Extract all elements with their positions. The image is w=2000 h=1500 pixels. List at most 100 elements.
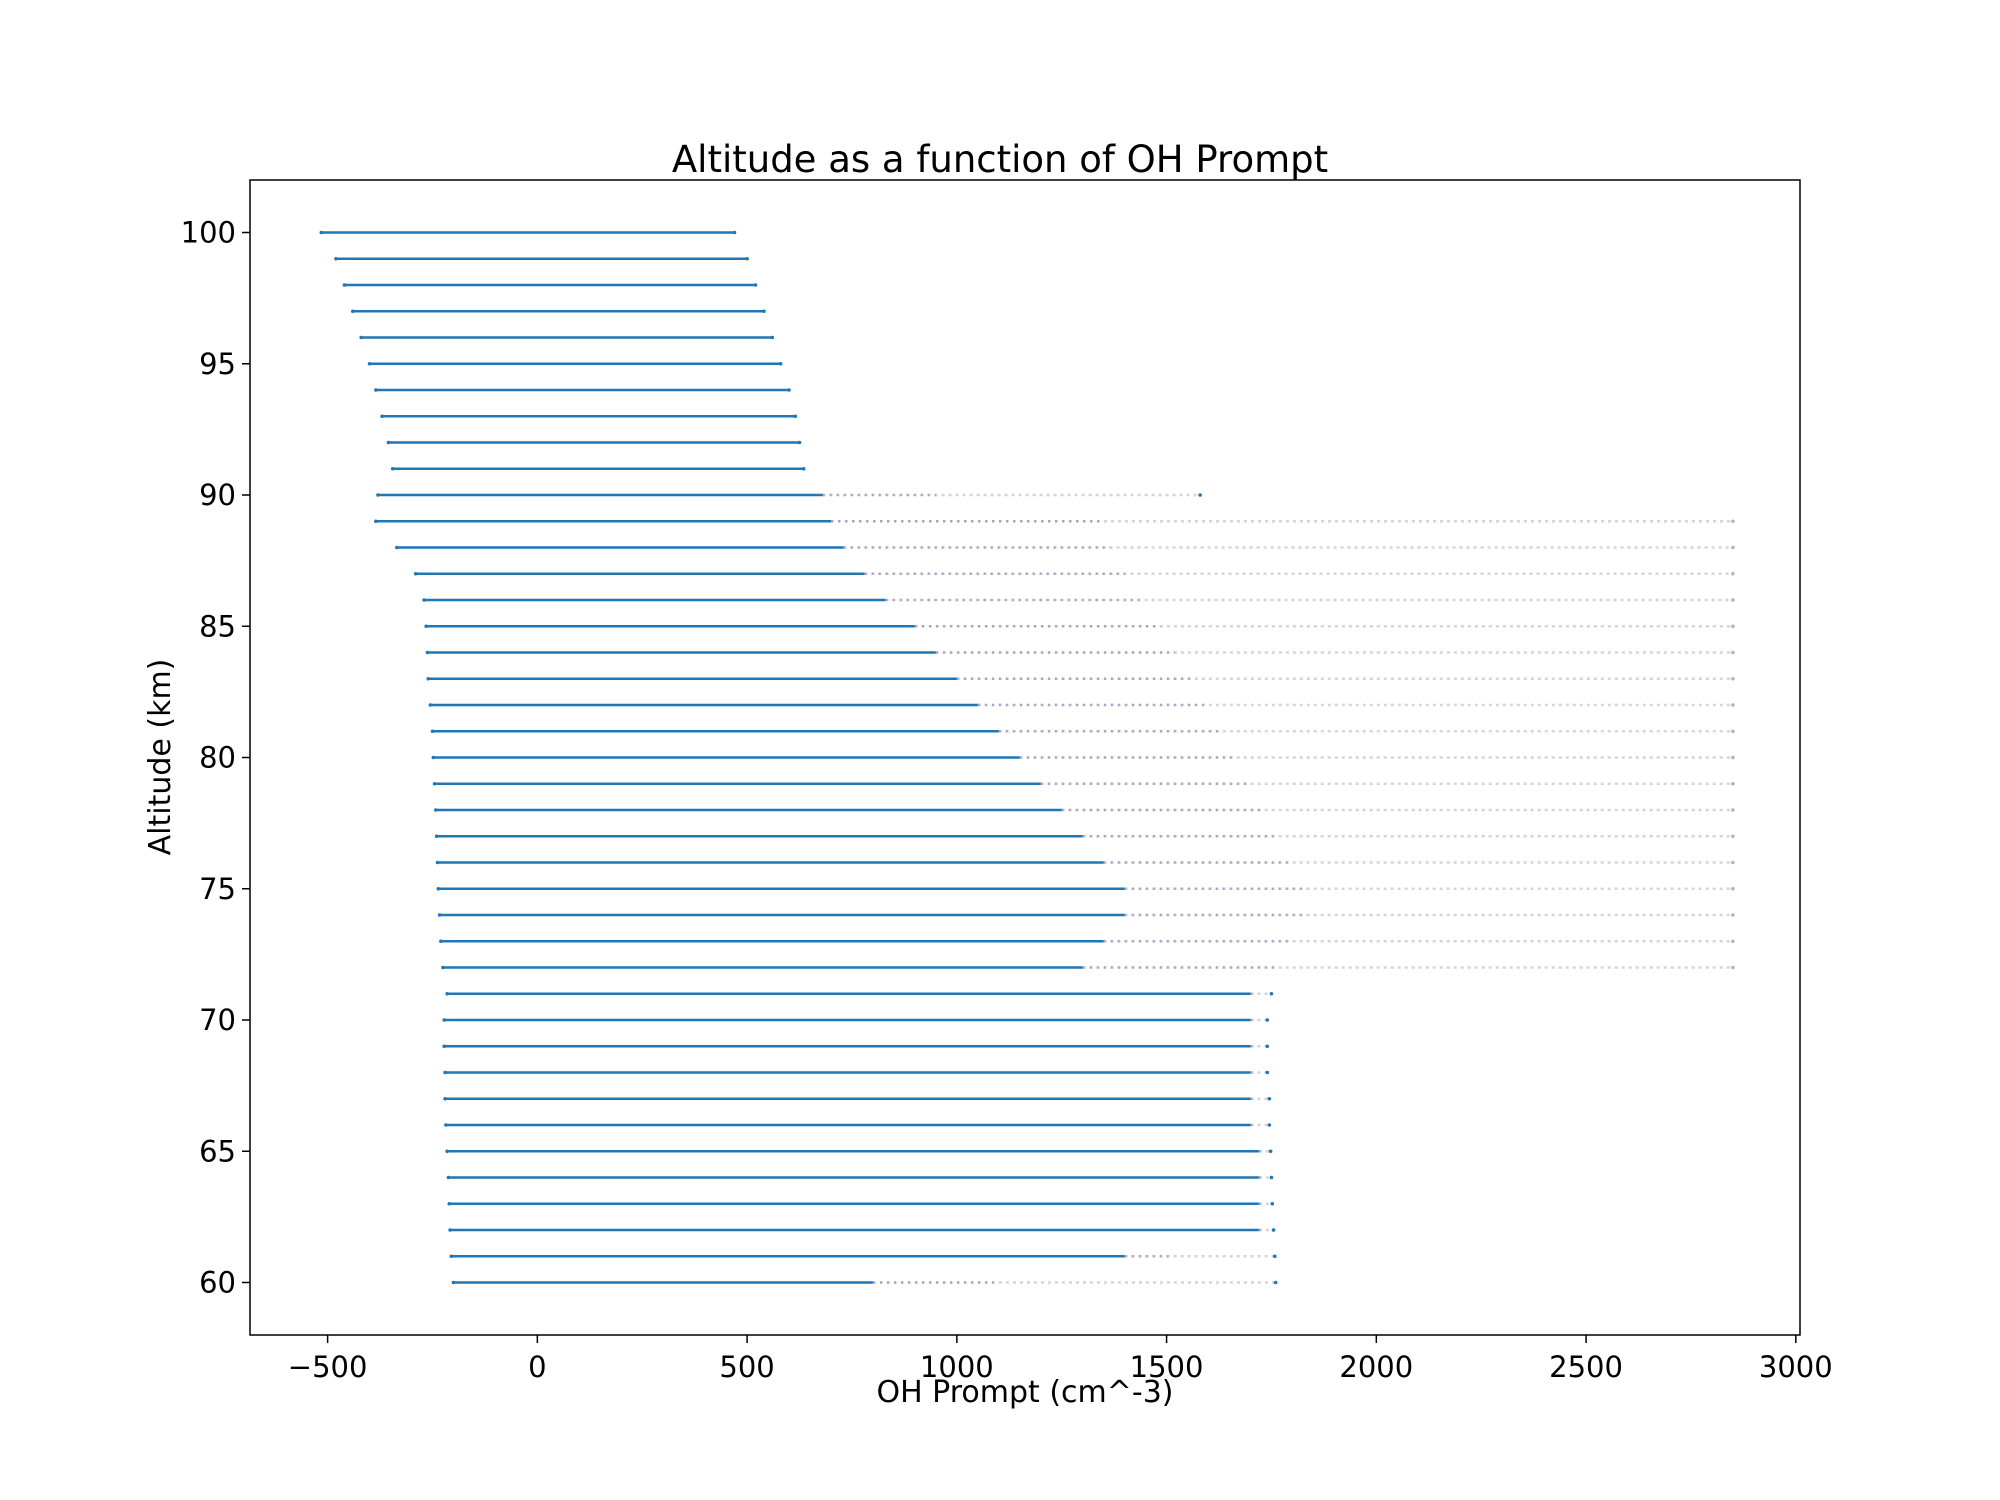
altitude-row [449, 1254, 1277, 1259]
altitude-row [443, 1096, 1272, 1101]
min-point [430, 729, 435, 734]
altitude-row [413, 571, 1735, 576]
max-point [1731, 729, 1735, 734]
min-point [451, 1280, 456, 1285]
altitude-row [439, 939, 1735, 944]
altitude-row [342, 283, 758, 287]
min-point [442, 1018, 447, 1022]
max-point [1731, 624, 1735, 629]
altitude-row [350, 309, 766, 314]
min-point [449, 1254, 454, 1259]
altitude-row [447, 1201, 1275, 1206]
min-point [413, 571, 418, 576]
max-point [753, 283, 758, 287]
altitude-row [434, 808, 1735, 812]
x-tick-label: 3000 [1759, 1350, 1833, 1384]
x-tick-label: 1000 [920, 1350, 994, 1384]
altitude-row [374, 388, 791, 392]
max-point [1731, 676, 1735, 681]
max-point [1731, 808, 1735, 812]
altitude-row [380, 414, 798, 419]
max-point [1731, 545, 1735, 550]
min-point [441, 965, 445, 970]
altitude-row [441, 965, 1735, 970]
max-point [1731, 965, 1735, 970]
min-point [422, 598, 426, 602]
min-point [374, 388, 378, 392]
max-point [1265, 1070, 1270, 1075]
max-point [1270, 1201, 1275, 1206]
x-axis: −500 0 500 1000 1500 2000 2500 3000 [288, 1335, 1833, 1384]
min-point [395, 545, 399, 550]
altitude-row [432, 781, 1735, 786]
y-tick-label: 90 [199, 478, 236, 512]
max-point [1731, 519, 1735, 524]
min-point [435, 860, 440, 865]
min-point [436, 886, 441, 891]
min-point [425, 650, 430, 655]
max-point [1267, 1123, 1272, 1127]
min-point [442, 1044, 447, 1049]
min-point [443, 1070, 447, 1075]
max-point [745, 256, 749, 261]
max-point [1273, 1280, 1278, 1285]
max-point [1267, 1096, 1272, 1101]
max-point [1273, 1254, 1277, 1259]
altitude-row [430, 729, 1735, 734]
altitude-row [445, 991, 1274, 996]
min-point [334, 256, 338, 261]
max-point [787, 388, 791, 392]
min-point [432, 781, 437, 786]
min-point [434, 834, 439, 839]
altitude-row [422, 598, 1735, 602]
x-tick-label: 2000 [1339, 1350, 1413, 1384]
max-point [1265, 1044, 1270, 1049]
x-axis-label: OH Prompt (cm^-3) [876, 1375, 1173, 1410]
altitude-row [386, 440, 802, 445]
max-point [762, 309, 766, 314]
max-point [1731, 650, 1735, 655]
min-point [342, 283, 347, 287]
max-point [1731, 703, 1735, 707]
altitude-row [442, 1044, 1270, 1049]
max-point [1731, 598, 1735, 602]
altitude-row [376, 493, 1202, 497]
min-point [380, 414, 384, 419]
max-point [1265, 1018, 1270, 1022]
max-point [1731, 781, 1735, 786]
y-tick-label: 95 [199, 347, 236, 381]
altitude-row [390, 466, 806, 471]
altitude-row [426, 676, 1735, 681]
altitude-row [436, 886, 1735, 891]
max-point [1268, 1149, 1273, 1154]
max-point [1731, 571, 1735, 576]
max-point [1731, 939, 1735, 944]
min-point [367, 361, 372, 366]
max-point [1731, 886, 1735, 891]
min-point [445, 1149, 449, 1154]
min-point [374, 519, 378, 524]
y-tick-label: 60 [199, 1266, 236, 1300]
max-point [1731, 755, 1735, 760]
altitude-row [395, 545, 1735, 550]
x-tick-label: 2500 [1549, 1350, 1623, 1384]
altitude-row [445, 1149, 1273, 1154]
y-axis-label: Altitude (km) [143, 659, 178, 856]
altitude-row [428, 703, 1735, 707]
altitude-row [367, 361, 783, 366]
min-point [431, 755, 436, 760]
altitude-row [425, 650, 1735, 655]
altitude-row [442, 1018, 1270, 1022]
y-tick-label: 85 [199, 609, 236, 643]
min-point [443, 1096, 447, 1101]
min-point [424, 624, 428, 629]
y-tick-label: 75 [199, 872, 236, 906]
max-point [1731, 834, 1735, 839]
x-tick-label: 1500 [1130, 1350, 1204, 1384]
max-point [778, 361, 783, 366]
altitude-row [431, 755, 1735, 760]
max-point [1269, 1175, 1274, 1180]
altitude-row [446, 1175, 1274, 1180]
min-point [448, 1228, 452, 1232]
